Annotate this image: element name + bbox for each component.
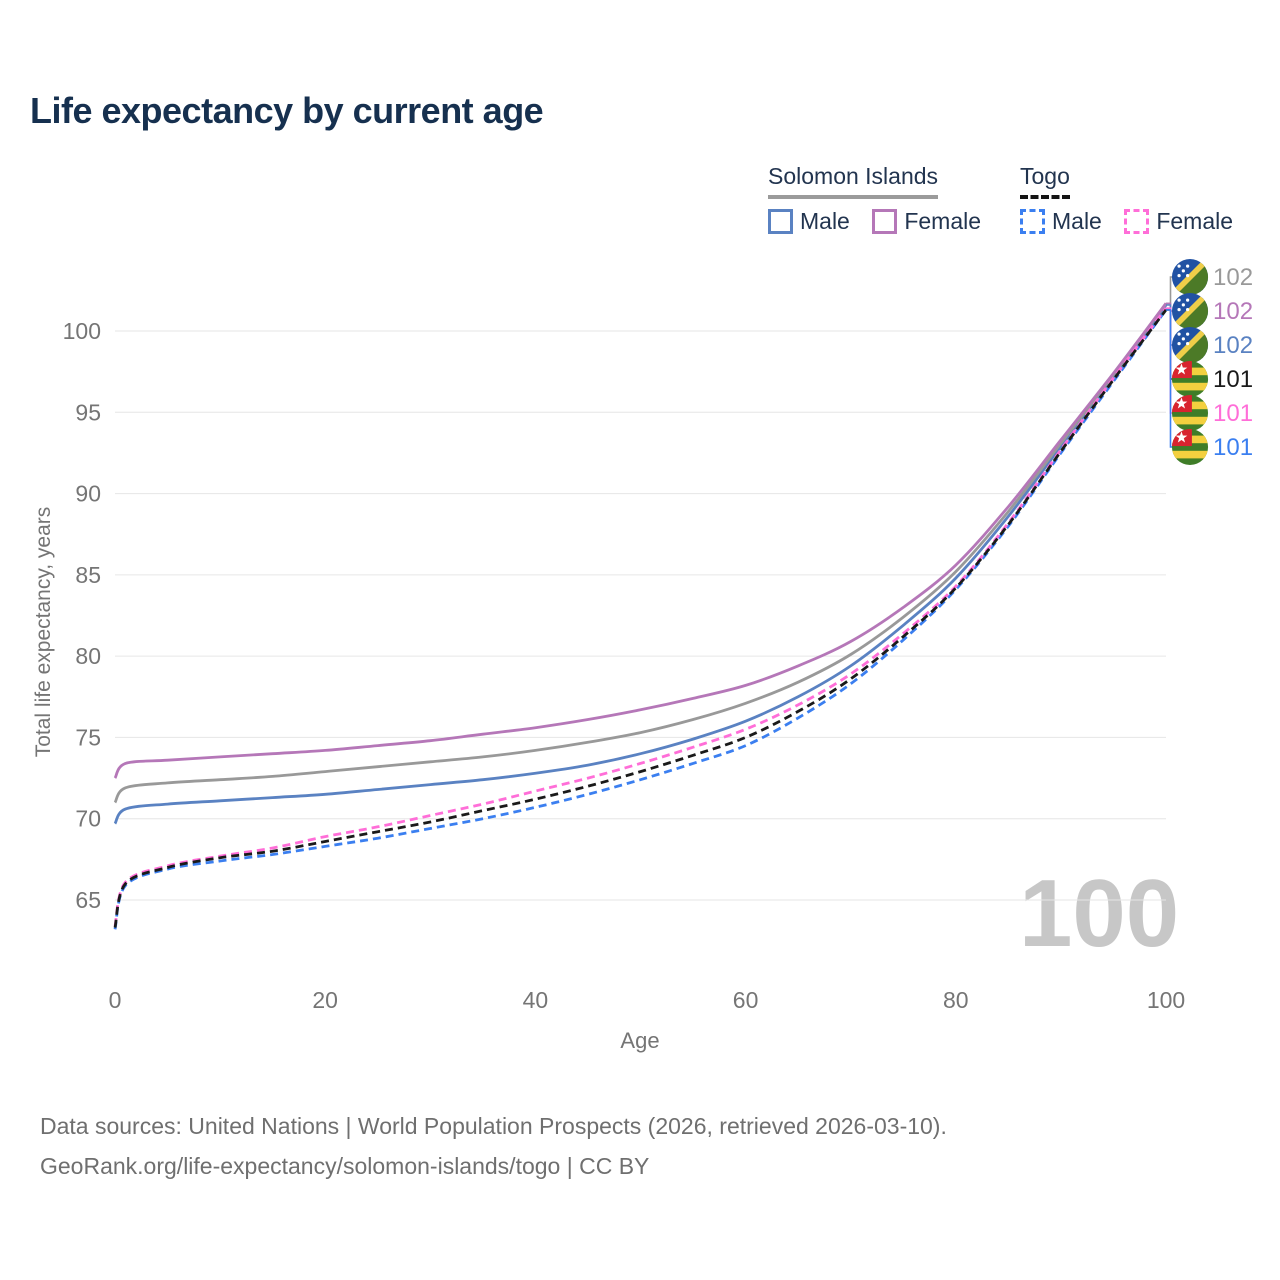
end-value-label: 101: [1213, 400, 1253, 427]
x-tick-label: 80: [943, 987, 969, 1013]
legend-label-female: Female: [904, 208, 982, 234]
series-line-togo-male: [113, 309, 1168, 930]
y-tick-label: 95: [75, 399, 101, 425]
page-title: Life expectancy by current age: [30, 90, 544, 131]
solomon-islands-flag-icon: [1171, 326, 1209, 364]
series-line-solomon-islands-male: [113, 304, 1168, 825]
solomon-islands-male-swatch-icon: [768, 209, 793, 234]
legend-item-togo-male[interactable]: Male: [1020, 208, 1102, 235]
solomon-islands-female-swatch-icon: [872, 209, 898, 234]
legend-item-togo-female[interactable]: Female: [1124, 208, 1233, 235]
y-axis-ticks: 65 70 75 80 85 90 95 100: [63, 318, 101, 913]
series-lines: [113, 302, 1168, 930]
end-value-label: 102: [1213, 264, 1253, 291]
x-tick-label: 20: [312, 987, 338, 1013]
solomon-islands-flag-icon: [1171, 258, 1209, 296]
age-watermark: 100: [1019, 860, 1180, 967]
togo-female-swatch-icon: [1124, 209, 1150, 234]
leader-line: [1166, 276, 1172, 305]
solomon-islands-flag-icon: [1171, 292, 1209, 330]
leader-lines: [1166, 276, 1172, 448]
y-tick-label: 85: [75, 562, 101, 588]
togo-flag-icon: [1171, 428, 1209, 466]
gridlines: [115, 330, 1166, 901]
legend-items-togo: Male Female: [1020, 208, 1251, 239]
series-line-solomon-islands-all: [113, 302, 1168, 804]
footer: Data sources: United Nations | World Pop…: [40, 1106, 947, 1187]
x-tick-label: 40: [523, 987, 549, 1013]
y-tick-label: 70: [75, 806, 101, 832]
legend-items-solomon-islands: Male Female: [768, 208, 999, 239]
legend-label-female: Female: [1156, 208, 1234, 234]
legend-item-solomon-islands-male[interactable]: Male: [768, 208, 850, 235]
y-tick-label: 100: [63, 318, 101, 344]
end-value-label: 101: [1213, 434, 1253, 461]
y-tick-label: 75: [75, 724, 101, 750]
end-value-label: 102: [1213, 332, 1253, 359]
series-line-solomon-islands-female: [113, 302, 1168, 779]
footer-sources: Data sources: United Nations | World Pop…: [40, 1113, 947, 1139]
end-labels: 102 102 102 101 101 101: [1171, 258, 1253, 466]
y-tick-label: 90: [75, 481, 101, 507]
legend-country-togo[interactable]: Togo: [1020, 163, 1070, 199]
legend-item-solomon-islands-female[interactable]: Female: [872, 208, 981, 235]
y-tick-label: 65: [75, 887, 101, 913]
togo-flag-icon: [1171, 360, 1209, 398]
togo-flag-icon: [1171, 394, 1209, 432]
series-line-togo-female: [113, 307, 1168, 927]
x-axis-ticks: 0 20 40 60 80 100: [109, 987, 1186, 1013]
legend-label-male: Male: [800, 208, 850, 234]
end-value-label: 102: [1213, 298, 1253, 325]
x-tick-label: 0: [109, 987, 122, 1013]
end-value-label: 101: [1213, 366, 1253, 393]
legend-country-solomon-islands[interactable]: Solomon Islands: [768, 163, 939, 199]
legend-group-solomon-islands: Solomon Islands Male Female: [768, 163, 999, 239]
y-tick-label: 80: [75, 643, 101, 669]
footer-attribution: GeoRank.org/life-expectancy/solomon-isla…: [40, 1153, 650, 1180]
series-line-togo-all: [113, 309, 1168, 928]
legend-group-togo: Togo Male Female: [1020, 163, 1251, 239]
leader-line: [1166, 309, 1172, 448]
togo-male-swatch-icon: [1020, 209, 1045, 234]
x-tick-label: 60: [733, 987, 759, 1013]
x-axis-title: Age: [620, 1028, 660, 1053]
x-tick-label: 100: [1147, 987, 1185, 1013]
legend-label-male: Male: [1052, 208, 1102, 234]
